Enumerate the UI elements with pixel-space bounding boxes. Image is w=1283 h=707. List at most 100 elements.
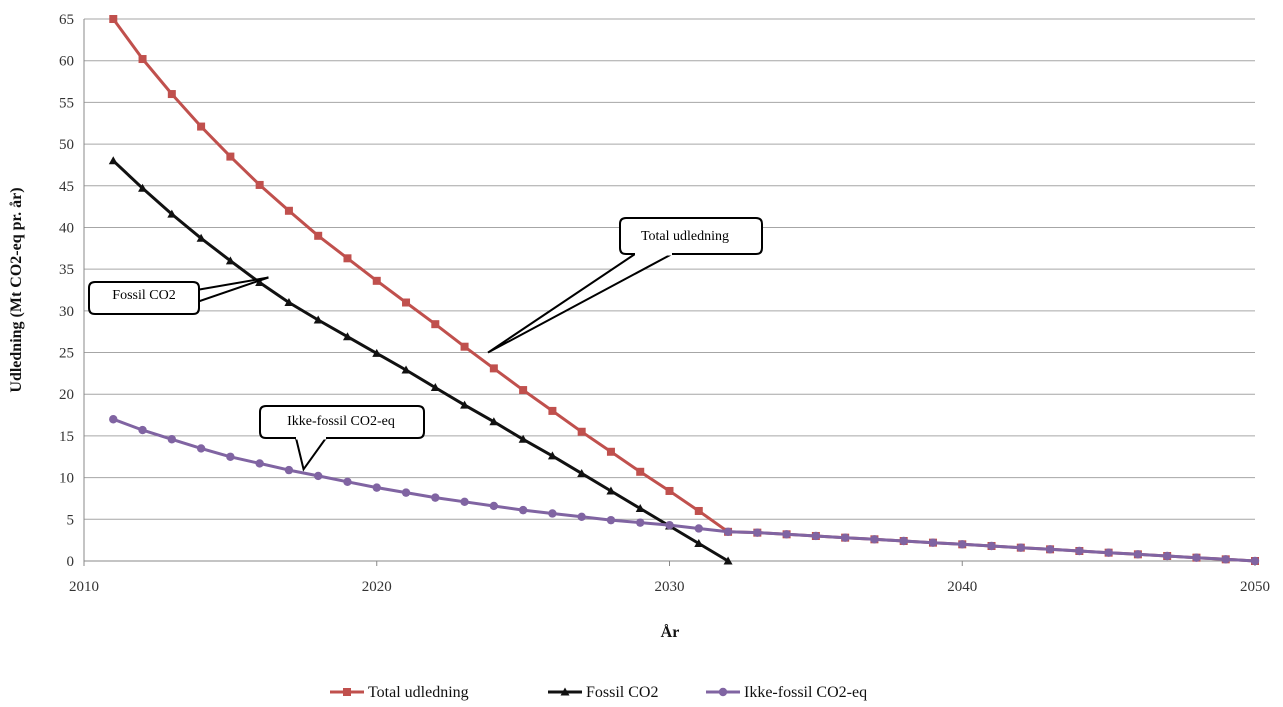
point-total-udledning-2013 [167, 90, 176, 99]
x-tick-label-2050: 2050 [1240, 579, 1270, 595]
y-tick-label-55: 55 [59, 95, 74, 111]
point-total-udledning-2026 [548, 406, 557, 415]
point-total-udledning-2015 [226, 152, 235, 161]
point-fossil-co2-2013 [167, 209, 177, 218]
point-fossil-co2-2012 [138, 183, 148, 192]
legend-label-fossil-co2: Fossil CO2 [586, 684, 658, 701]
point-total-udledning-2011 [109, 15, 118, 23]
point-fossil-co2-2017 [284, 298, 294, 307]
series-line-total-udledning [112, 18, 1256, 563]
point-fossil-co2-2025 [518, 434, 528, 443]
point-ikke-fossil-co2-eq-2025 [518, 505, 528, 515]
point-total-udledning-2017 [284, 206, 293, 215]
callout-ikke-label: Ikke-fossil CO2-eq [287, 414, 395, 429]
x-tick-label-2040: 2040 [947, 579, 977, 595]
point-ikke-fossil-co2-eq-2023 [460, 497, 469, 506]
legend-label-ikke-fossil-co2-eq: Ikke-fossil CO2-eq [744, 684, 867, 701]
point-fossil-co2-2014 [196, 233, 206, 242]
point-ikke-fossil-co2-eq-2041 [987, 541, 996, 551]
point-ikke-fossil-co2-eq-2012 [138, 425, 147, 435]
point-ikke-fossil-co2-eq-2033 [753, 528, 762, 537]
point-ikke-fossil-co2-eq-2038 [899, 536, 908, 546]
point-total-udledning-2023 [460, 342, 469, 351]
point-total-udledning-2028 [606, 447, 615, 456]
callout-ikke-tail [294, 437, 328, 472]
y-tick-label-35: 35 [59, 262, 74, 278]
point-ikke-fossil-co2-eq-2015 [226, 452, 235, 461]
point-ikke-fossil-co2-eq-2031 [694, 524, 703, 533]
gridlines [84, 18, 1255, 520]
callout-total-bubble [619, 217, 763, 255]
y-tick-label-60: 60 [59, 54, 74, 70]
point-ikke-fossil-co2-eq-2019 [343, 477, 352, 486]
point-ikke-fossil-co2-eq-2037 [870, 535, 879, 544]
y-tick-label-25: 25 [59, 346, 74, 362]
y-tick-label-50: 50 [59, 137, 74, 153]
point-total-udledning-2018 [314, 231, 323, 240]
point-ikke-fossil-co2-eq-2020 [372, 483, 381, 492]
point-total-udledning-2020 [372, 276, 381, 285]
point-fossil-co2-2032 [723, 556, 733, 565]
point-ikke-fossil-co2-eq-2043 [1045, 545, 1055, 554]
point-fossil-co2-2024 [489, 417, 499, 426]
point-ikke-fossil-co2-eq-2046 [1133, 550, 1143, 559]
y-tick-label-5: 5 [67, 512, 75, 528]
point-fossil-co2-2015 [225, 256, 235, 265]
series-line-fossil-co2 [112, 159, 729, 563]
legend-marker-fossil-co2 [560, 687, 570, 696]
point-fossil-co2-2028 [606, 486, 616, 495]
callout-fossil-seam [184, 290, 198, 304]
point-total-udledning-2025 [519, 386, 528, 395]
y-tick-label-15: 15 [59, 429, 74, 445]
y-tick-label-30: 30 [59, 304, 74, 320]
point-total-udledning-2030 [665, 486, 674, 495]
point-fossil-co2-2029 [635, 503, 645, 512]
callout-layer: Total udledning Fossil CO2 Ikke-fossil C… [88, 217, 763, 472]
point-ikke-fossil-co2-eq-2022 [431, 493, 440, 502]
point-fossil-co2-2016 [255, 277, 265, 286]
point-ikke-fossil-co2-eq-2040 [958, 540, 967, 549]
y-tick-label-45: 45 [59, 179, 74, 195]
point-ikke-fossil-co2-eq-2049 [1221, 555, 1230, 564]
point-ikke-fossil-co2-eq-2021 [401, 488, 411, 497]
y-tick-label-0: 0 [67, 554, 75, 570]
series-ikke-fossil-co2-eq [109, 415, 1260, 566]
point-fossil-co2-2022 [430, 383, 440, 392]
point-ikke-fossil-co2-eq-2027 [577, 512, 586, 522]
point-ikke-fossil-co2-eq-2018 [314, 471, 323, 481]
legend: Total udledning Fossil CO2 Ikke-fossil CO2… [330, 684, 867, 701]
point-fossil-co2-2018 [313, 315, 323, 324]
point-ikke-fossil-co2-eq-2028 [606, 515, 616, 525]
callout-fossil-bubble [88, 281, 200, 315]
point-ikke-fossil-co2-eq-2029 [636, 518, 645, 527]
callout-fossil-label: Fossil CO2 [112, 288, 175, 303]
point-ikke-fossil-co2-eq-2024 [489, 501, 499, 511]
point-total-udledning-2022 [431, 320, 440, 329]
point-total-udledning-2021 [402, 298, 411, 307]
point-ikke-fossil-co2-eq-2050 [1250, 556, 1260, 566]
point-ikke-fossil-co2-eq-2017 [284, 465, 294, 475]
point-fossil-co2-2021 [401, 365, 411, 374]
x-tick-label-2020: 2020 [362, 579, 392, 595]
point-ikke-fossil-co2-eq-2035 [811, 531, 821, 541]
point-ikke-fossil-co2-eq-2032 [723, 527, 733, 537]
x-axis-title: År [661, 623, 680, 641]
point-ikke-fossil-co2-eq-2014 [196, 444, 206, 453]
legend-marker-ikke-fossil-co2-eq [718, 687, 728, 697]
point-ikke-fossil-co2-eq-2045 [1104, 548, 1113, 557]
y-tick-label-10: 10 [59, 471, 74, 487]
point-ikke-fossil-co2-eq-2039 [928, 538, 938, 547]
point-total-udledning-2027 [577, 427, 586, 436]
point-fossil-co2-2031 [694, 538, 704, 547]
point-fossil-co2-2019 [342, 332, 352, 341]
point-ikke-fossil-co2-eq-2016 [255, 459, 264, 468]
point-fossil-co2-2011 [108, 156, 118, 165]
axes [83, 19, 1255, 562]
y-tick-label-65: 65 [59, 12, 74, 28]
point-ikke-fossil-co2-eq-2026 [548, 509, 557, 518]
point-ikke-fossil-co2-eq-2013 [167, 435, 177, 444]
y-tick-label-20: 20 [59, 387, 74, 403]
legend-marker-total-udledning [343, 688, 351, 696]
point-fossil-co2-2027 [577, 468, 587, 477]
